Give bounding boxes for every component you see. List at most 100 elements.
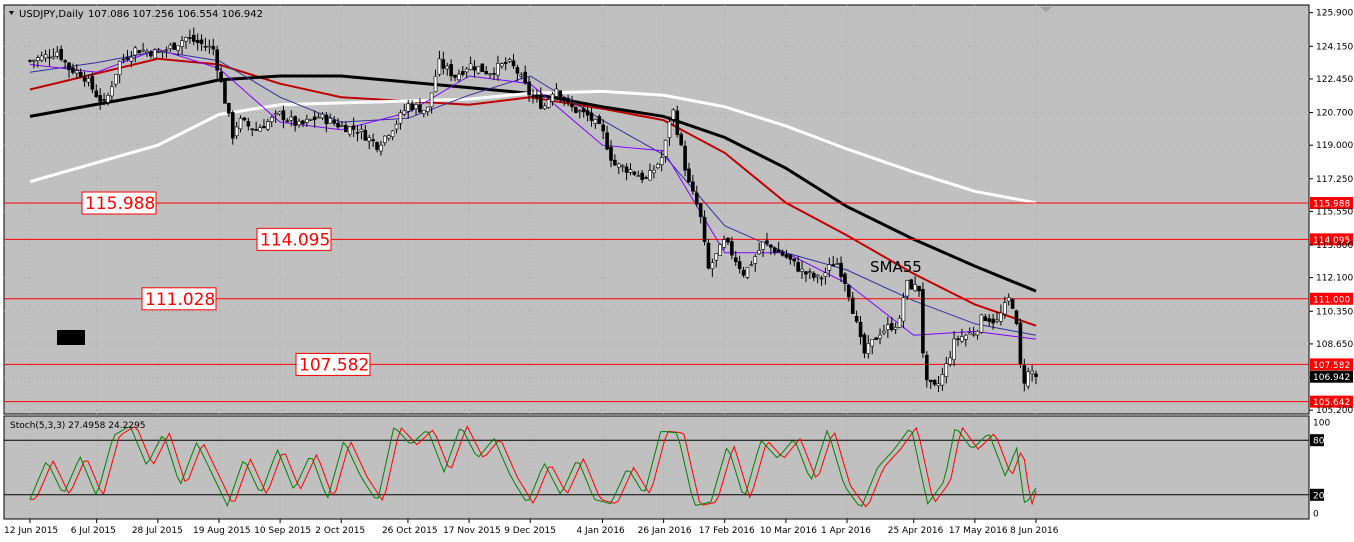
chart-shift-marker-icon[interactable] [1040, 7, 1052, 12]
candle-body [145, 50, 149, 53]
candle-body [133, 47, 138, 56]
dropdown-triangle-icon[interactable] [9, 11, 14, 15]
candle-body [71, 67, 75, 73]
stochastic-lines: 100 80 20 0 [4, 419, 1330, 520]
candle-body [246, 121, 251, 127]
candle-body [679, 133, 683, 146]
candle-body [581, 108, 586, 113]
candle-body [831, 264, 836, 267]
candle-body [936, 383, 941, 387]
candle-body [394, 123, 399, 130]
candle-body [55, 51, 60, 57]
candle-body [258, 127, 262, 132]
candle-body [94, 90, 99, 98]
candle-body [858, 321, 863, 338]
stoch-level-tag [1310, 434, 1324, 447]
time-axis-label: 12 Jun 2015 [4, 526, 58, 536]
candle-body [1006, 297, 1011, 302]
candle-body [730, 241, 734, 256]
candle-body [308, 119, 313, 121]
candle-body [1034, 373, 1038, 378]
candle-body [480, 63, 485, 73]
level-price-tag-label: 105.642 [1313, 398, 1350, 408]
candle-body [535, 95, 539, 98]
time-axis-label: 4 Jan 2016 [576, 526, 624, 536]
candle-body [921, 288, 925, 354]
candle-body [168, 44, 173, 49]
candle-body [39, 55, 44, 61]
price-panel[interactable] [3, 4, 1310, 415]
candle-body [129, 56, 134, 62]
candle-body [932, 379, 937, 385]
candle-body [960, 336, 964, 342]
candle-body [492, 73, 496, 75]
candle-body [675, 110, 680, 135]
level-price-tag-label: 107.582 [1313, 361, 1350, 371]
candle-body [468, 63, 473, 70]
candle-body [823, 272, 828, 277]
candle-body [609, 146, 613, 161]
candle-body [47, 56, 52, 59]
time-axis-label: 17 Feb 2016 [699, 526, 755, 536]
candles [28, 27, 1038, 392]
axes: 125.900 124.150 122.450 120.700 119.000 117.2… [4, 9, 1353, 536]
stoch-axis-label: 80 [1313, 437, 1325, 447]
time-axis-label: 26 Jan 2016 [638, 526, 692, 536]
candle-body [149, 51, 153, 57]
candle-body [371, 139, 375, 142]
level-price-tag [1310, 358, 1353, 371]
current-price-tag [1310, 370, 1353, 383]
candle-body [616, 163, 621, 168]
candle-body [948, 357, 953, 365]
horizontal-levels[interactable]: 115.988 114.095 111.000 107.582 105.642 115.9… [4, 191, 1353, 408]
candle-body [90, 76, 95, 90]
candle-body [597, 116, 602, 124]
time-axis-label: 6 Jul 2015 [71, 526, 116, 536]
stochastic-panel[interactable] [3, 415, 1310, 520]
candle-body [706, 242, 711, 269]
candle-body [242, 117, 247, 121]
candle-body [332, 119, 336, 124]
candle-body [710, 262, 715, 269]
candle-body [398, 112, 403, 124]
candle-body [453, 74, 457, 78]
candle-body [691, 181, 695, 192]
candle-body [293, 116, 297, 126]
candle-body [164, 49, 169, 51]
candle-body [987, 318, 992, 322]
black-box-marker [57, 330, 85, 345]
candle-body [632, 171, 637, 175]
time-axis-label: 19 Aug 2015 [193, 526, 251, 536]
candle-body [983, 316, 988, 321]
candle-body [995, 319, 999, 322]
candle-body [839, 262, 843, 277]
candle-body [804, 271, 808, 275]
candle-body [219, 71, 223, 82]
candle-body [78, 71, 83, 78]
candle-body [464, 68, 469, 73]
candle-body [971, 333, 976, 336]
candle-body [227, 102, 231, 114]
candle-body [870, 339, 875, 347]
candle-body [585, 110, 590, 116]
candle-body [866, 343, 871, 354]
candle-body [312, 116, 317, 121]
price-axis-label: 122.450 [1316, 75, 1353, 85]
candle-body [519, 74, 524, 77]
moving-average-line [29, 50, 1037, 336]
candle-body [402, 110, 407, 115]
candle-body [386, 135, 391, 139]
candle-body [160, 50, 165, 53]
candle-body [644, 177, 648, 179]
moving-average-line [29, 74, 1037, 293]
candle-body [74, 70, 79, 74]
level-price-tag-label: 115.988 [1313, 200, 1350, 210]
candle-body [234, 126, 239, 137]
candle-body [648, 170, 652, 181]
candle-body [211, 46, 216, 50]
candle-body [344, 125, 348, 133]
candle-body [574, 106, 578, 113]
candle-body [792, 258, 797, 262]
candle-body [862, 334, 867, 354]
stoch-axis-label: 20 [1313, 491, 1325, 501]
